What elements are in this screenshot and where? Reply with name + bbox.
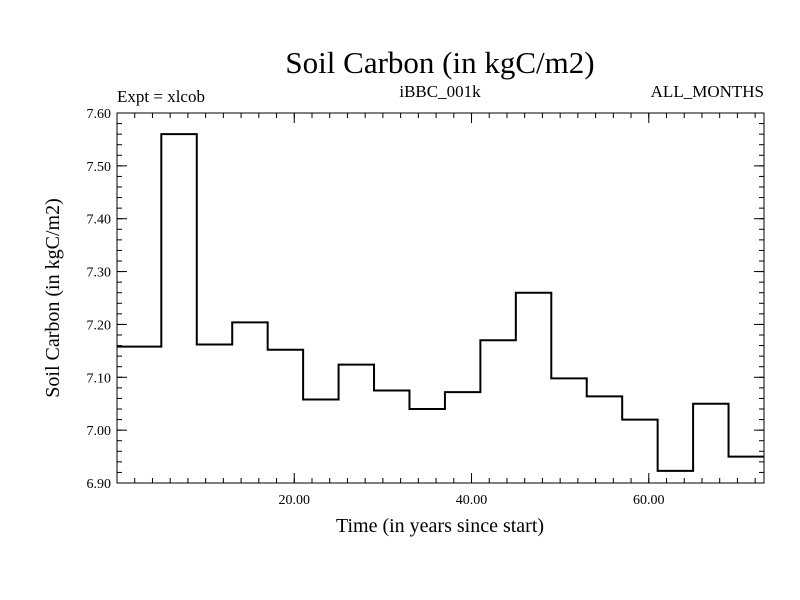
x-tick-label: 20.00 bbox=[279, 493, 311, 508]
x-axis-label: Time (in years since start) bbox=[336, 515, 544, 537]
x-tick-label: 40.00 bbox=[456, 493, 488, 508]
plot-frame bbox=[116, 112, 765, 484]
y-tick-label: 7.30 bbox=[87, 266, 112, 281]
y-tick-label: 7.40 bbox=[87, 213, 112, 228]
x-tick-label: 60.00 bbox=[633, 493, 665, 508]
series-layer bbox=[117, 133, 764, 472]
y-tick-label: 7.20 bbox=[87, 318, 112, 333]
experiment-label: Expt = xlcob bbox=[117, 87, 205, 106]
y-tick-label: 7.50 bbox=[87, 160, 112, 175]
y-axis-ticks: 6.90 7.00 7.10 7.20 7.30 7.40 7.50 7.60 bbox=[87, 107, 764, 492]
y-axis-label: Soil Carbon (in kgC/m2) bbox=[42, 198, 64, 397]
period-label: ALL_MONTHS bbox=[651, 82, 764, 101]
x-axis-ticks: 20.00 40.00 60.00 bbox=[134, 113, 756, 508]
y-tick-label: 7.60 bbox=[87, 107, 112, 122]
y-tick-label: 7.10 bbox=[87, 371, 112, 386]
y-tick-label: 6.90 bbox=[87, 477, 112, 492]
run-id-label: iBBC_001k bbox=[399, 82, 481, 101]
chart-title: Soil Carbon (in kgC/m2) bbox=[285, 45, 594, 80]
soil-carbon-step-line bbox=[117, 133, 764, 472]
y-tick-label: 7.00 bbox=[87, 424, 112, 439]
